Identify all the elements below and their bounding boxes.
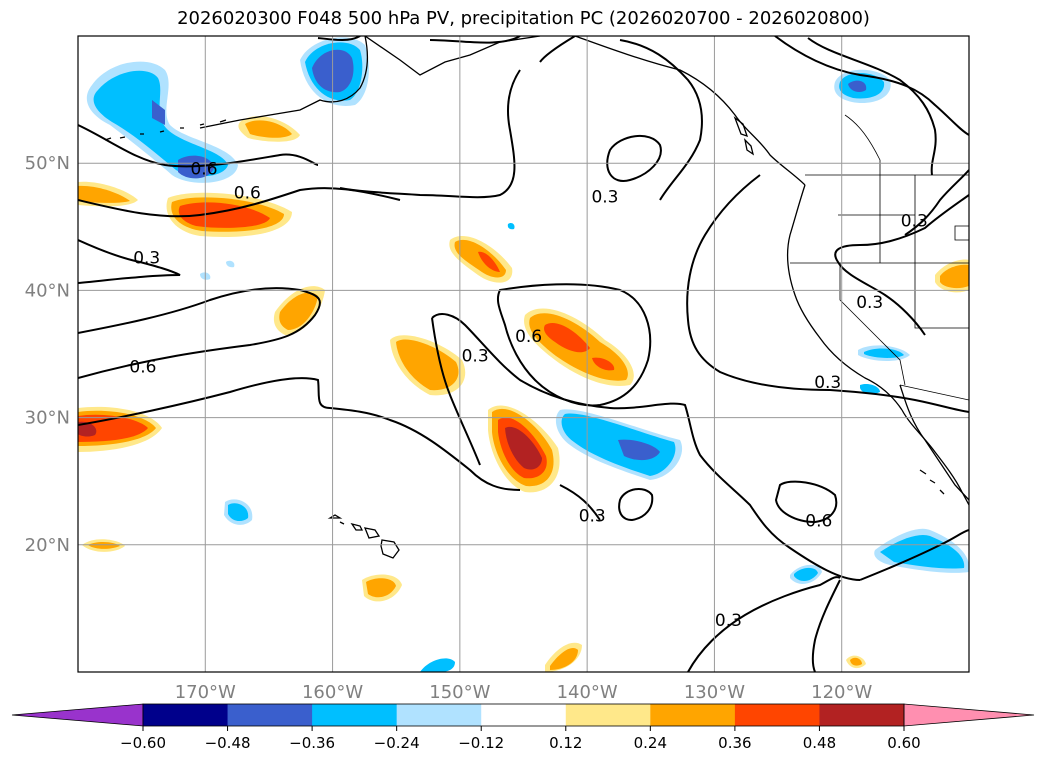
negative-pc-region	[561, 413, 676, 476]
colorbar-tick-label: 0.36	[718, 734, 751, 752]
colorbar-tick-label: −0.12	[458, 734, 504, 752]
map-title: 2026020300 F048 500 hPa PV, precipitatio…	[177, 8, 870, 29]
colorbar-tick-label: 0.60	[887, 734, 920, 752]
contour-label: 0.3	[133, 248, 160, 268]
contour-label: 0.3	[901, 211, 928, 231]
political-borders	[790, 114, 969, 401]
contour-label: 0.3	[814, 373, 841, 393]
positive-pc-region	[245, 120, 292, 138]
pv-contours	[78, 36, 969, 672]
contour-label: 0.3	[579, 507, 606, 527]
colorbar-segment	[819, 704, 905, 726]
longitude-tick-label: 130°W	[684, 682, 745, 703]
contour-label: 0.6	[190, 159, 217, 179]
latitude-tick-label: 20°N	[25, 535, 70, 556]
longitude-tick-label: 170°W	[175, 682, 236, 703]
longitude-tick-label: 140°W	[557, 682, 618, 703]
positive-pc-region	[505, 426, 542, 470]
latitude-tick-label: 30°N	[25, 408, 70, 429]
colorbar-tick-label: −0.60	[120, 734, 166, 752]
negative-pc-region	[864, 348, 904, 358]
colorbar-extend-max	[903, 703, 1035, 727]
positive-pc-region	[88, 542, 120, 549]
negative-pc-region	[860, 383, 880, 395]
contour-label: 0.3	[591, 187, 618, 207]
colorbar: −0.60 −0.48 −0.36 −0.24 −0.12 0.12 0.24 0.36 0.4…	[11, 703, 1035, 752]
positive-pc-region	[78, 421, 97, 437]
positive-pc-region	[396, 339, 459, 391]
colorbar-segment	[312, 704, 398, 726]
longitude-labels: 170°W 160°W 150°W 140°W 130°W 120°W	[175, 682, 873, 703]
longitude-tick-label: 150°W	[429, 682, 490, 703]
positive-pc-region	[178, 202, 270, 228]
map-frame	[77, 35, 970, 673]
colorbar-segment	[565, 704, 651, 726]
colorbar-extend-min	[11, 703, 144, 727]
negative-pc-region	[226, 260, 235, 268]
negative-pc-region	[794, 567, 818, 582]
colorbar-frame	[142, 703, 905, 727]
contour-label: 0.3	[856, 293, 883, 313]
latitude-tick-label: 40°N	[25, 280, 70, 301]
negative-pc-region	[618, 439, 660, 461]
colorbar-segment	[227, 704, 313, 726]
negative-pc-region	[228, 503, 249, 522]
positive-pc-region	[279, 292, 318, 330]
positive-pc-region	[478, 251, 500, 272]
map-content: 0.6 0.6 0.3 0.6 0.3 0.3 0.3 0.6 0.3 0.3 0.3 0.6 0.3	[78, 36, 969, 672]
colorbar-tick-label: −0.36	[289, 734, 335, 752]
colorbar-segment	[650, 704, 736, 726]
colorbar-segment	[481, 704, 567, 726]
latitude-labels: 20°N 30°N 40°N 50°N	[25, 153, 70, 556]
colorbar-segment	[734, 704, 820, 726]
contour-label: 0.3	[462, 346, 489, 366]
contour-label: 0.6	[234, 183, 261, 203]
positive-pc-region	[78, 185, 130, 203]
negative-pc-region	[152, 100, 165, 125]
contour-label: 0.6	[129, 358, 156, 378]
contour-label: 0.3	[715, 611, 742, 631]
contour-label: 0.6	[515, 327, 542, 347]
colorbar-segment	[396, 704, 482, 726]
longitude-tick-label: 160°W	[302, 682, 363, 703]
contour-label: 0.6	[805, 512, 832, 532]
colorbar-segment	[143, 704, 229, 726]
colorbar-tick-label: 0.24	[634, 734, 667, 752]
graticule	[78, 36, 969, 672]
negative-pc-region	[848, 80, 867, 92]
colorbar-tick-label: 0.48	[803, 734, 836, 752]
negative-pc-region	[420, 658, 455, 672]
positive-pc-region	[850, 657, 862, 666]
colorbar-tick-label: −0.24	[374, 734, 420, 752]
positive-pc-region	[366, 578, 396, 598]
positive-pc-region	[940, 264, 969, 289]
positive-pc-region	[550, 647, 578, 670]
colorbar-tick-label: −0.48	[205, 734, 251, 752]
negative-pc-region	[507, 222, 515, 230]
precipitation-shading	[78, 37, 969, 672]
colorbar-tick-label: 0.12	[549, 734, 582, 752]
positive-pc-region	[592, 357, 615, 371]
negative-pc-region	[93, 70, 228, 177]
latitude-tick-label: 50°N	[25, 153, 70, 174]
longitude-tick-label: 120°W	[811, 682, 872, 703]
positive-pc-region	[544, 322, 590, 353]
contour-labels: 0.6 0.6 0.3 0.6 0.3 0.3 0.3 0.6 0.3 0.3 0.3 0.6 0.3	[129, 159, 927, 631]
